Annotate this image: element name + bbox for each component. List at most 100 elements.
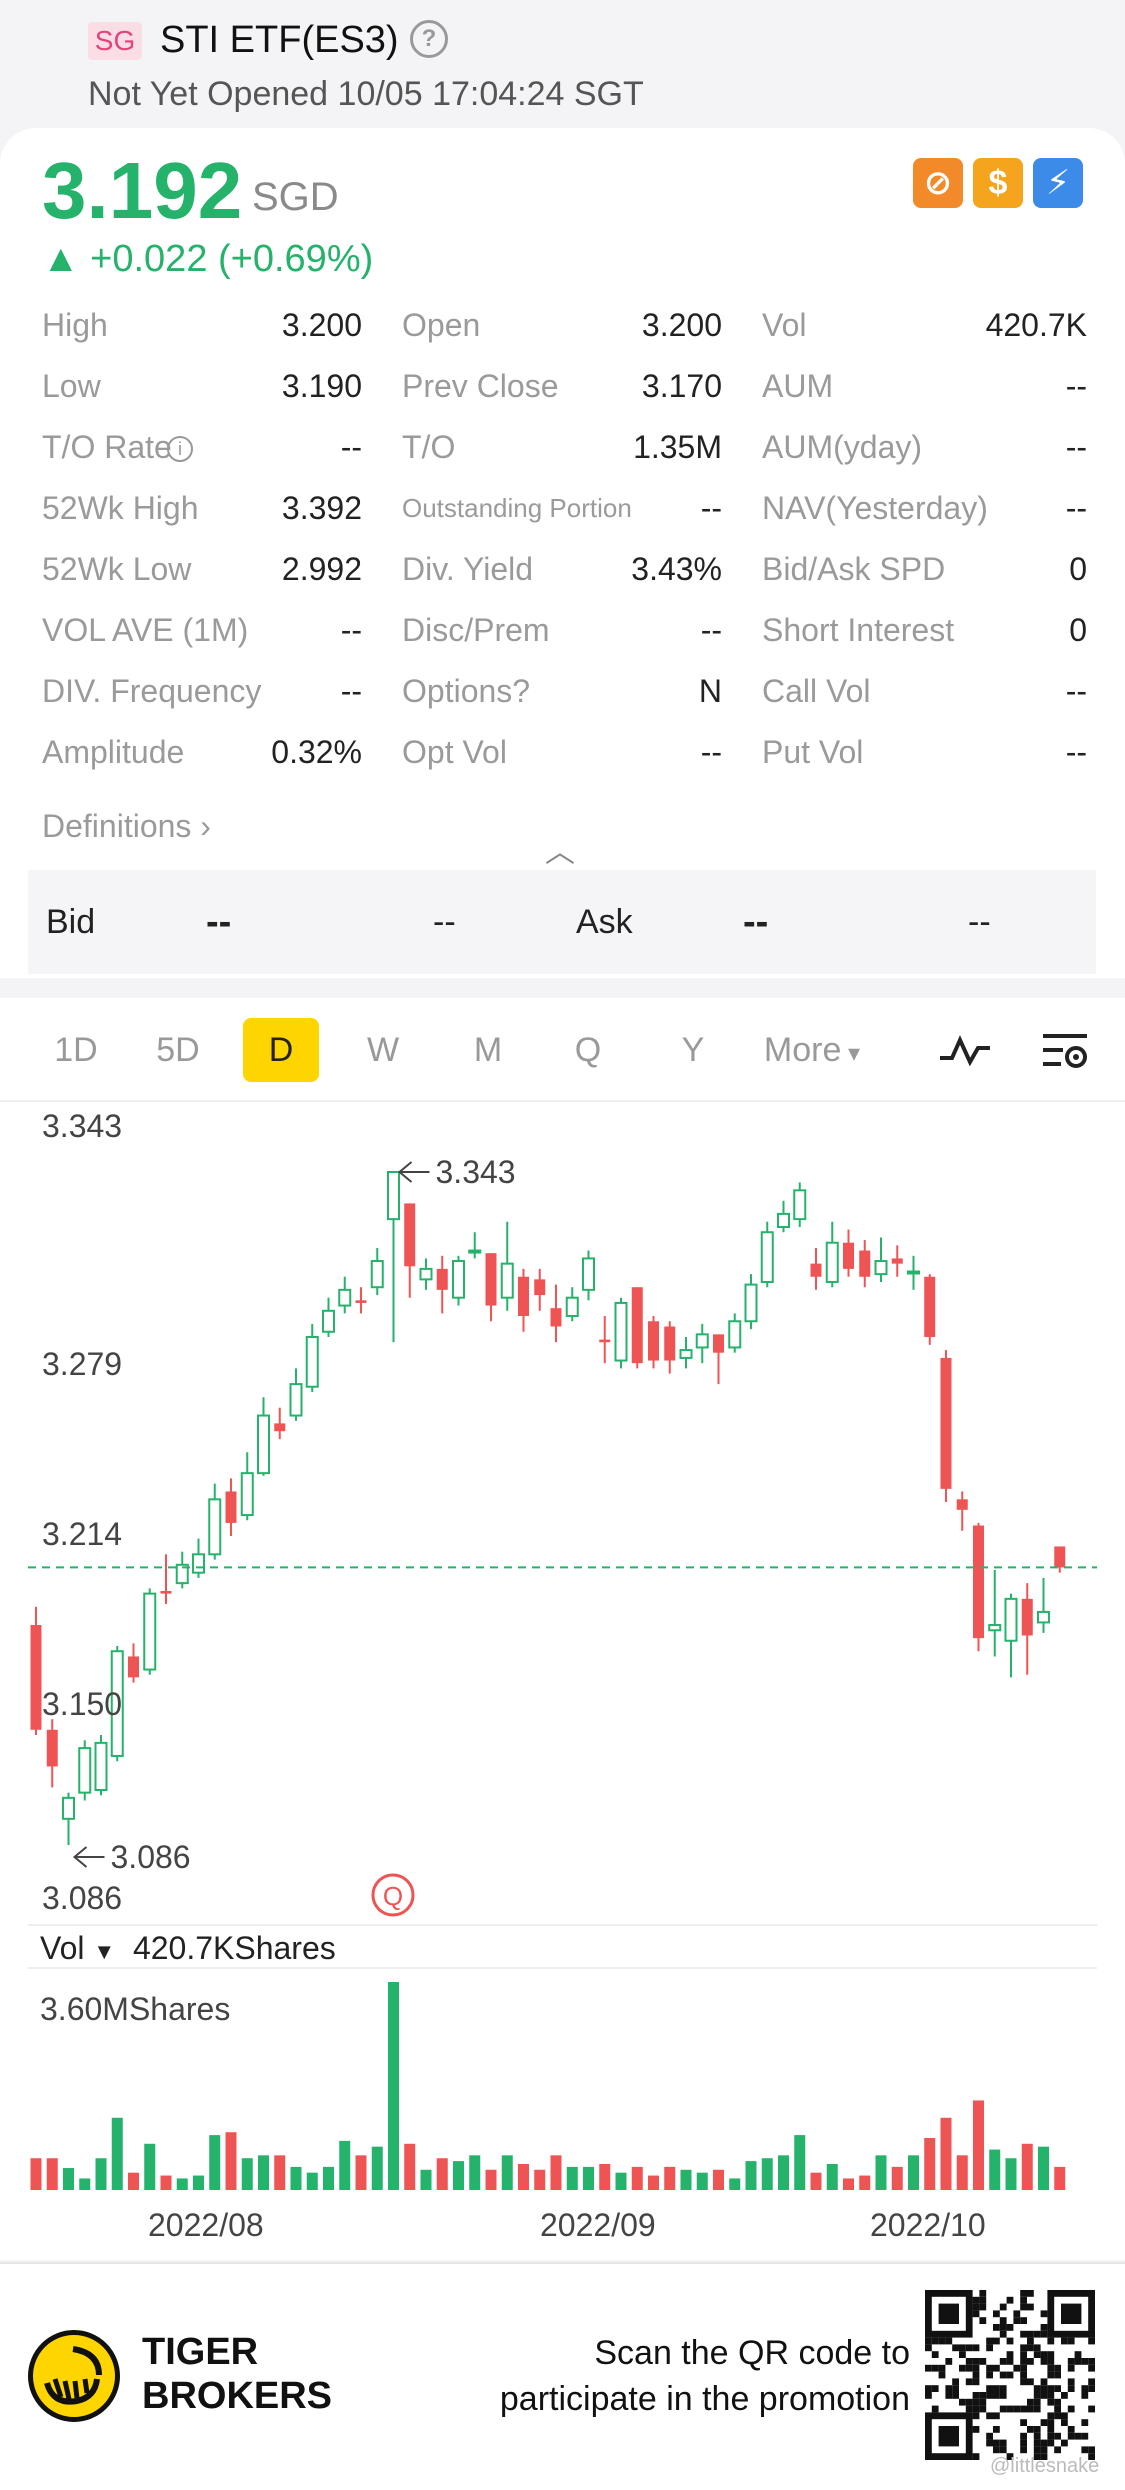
candle (973, 1522, 984, 1652)
volume-bar (209, 2135, 221, 2190)
volume-bar (615, 2172, 627, 2190)
stats-row: VOL AVE (1M) -- Disc/Prem -- Short Interest 0 (42, 607, 1087, 668)
tab-1d[interactable]: 1D (54, 1031, 98, 1069)
candle (1037, 1577, 1050, 1633)
volume-bar (583, 2166, 594, 2190)
tab-5d[interactable]: 5D (156, 1031, 200, 1069)
stat-value: 0 (1069, 551, 1087, 587)
tab-y[interactable]: Y (681, 1031, 705, 1069)
volume-bar (599, 2164, 611, 2190)
event-q-icon[interactable]: Q (371, 1873, 415, 1917)
candle (648, 1316, 659, 1369)
stat-label: Vol (762, 307, 807, 343)
stat-label: DIV. Frequency (42, 673, 262, 709)
tab-w[interactable]: W (366, 1031, 400, 1069)
volume-bar (111, 2117, 123, 2190)
ask-size: -- (968, 903, 991, 941)
stat-label: Disc/Prem (402, 612, 550, 648)
volume-bar (875, 2155, 887, 2190)
volume-bar (778, 2155, 789, 2190)
candle (518, 1268, 529, 1332)
stat-value: -- (340, 673, 362, 709)
candle (468, 1232, 482, 1259)
volume-bar (79, 2178, 91, 2190)
stat-label: Short Interest (762, 612, 955, 648)
volume-bar (648, 2175, 659, 2190)
help-icon[interactable]: ? (410, 20, 448, 58)
ask-label: Ask (576, 903, 633, 941)
candle (485, 1253, 497, 1322)
header (0, 0, 1125, 130)
candle (46, 1719, 58, 1788)
candle (859, 1240, 871, 1288)
caret-down-icon: ▾ (841, 1040, 861, 1067)
stat-label: Div. Yield (402, 551, 534, 587)
stats-row: 52Wk Low 2.992 Div. Yield 3.43% Bid/Ask SPD 0 (42, 546, 1087, 607)
volume-bar (501, 2155, 513, 2190)
candle (1004, 1593, 1018, 1678)
volume-bar (794, 2135, 806, 2190)
volume-bar (680, 2169, 692, 2190)
volume-bar (1054, 2166, 1066, 2190)
volume-bar (339, 2140, 351, 2190)
y-tick-label: 3.214 (42, 1516, 123, 1552)
candle (175, 1551, 189, 1589)
stat-value: N (698, 673, 722, 709)
volume-bar (290, 2166, 302, 2190)
volume-bar (323, 2166, 334, 2190)
bid-label: Bid (46, 903, 96, 941)
volume-bar (550, 2155, 562, 2190)
bid-ask-bar: Bid -- -- Ask -- -- (28, 870, 1096, 974)
candle (695, 1323, 709, 1364)
chart-settings-icon[interactable] (1030, 1018, 1100, 1082)
candle (760, 1221, 774, 1288)
y-tick-label: 3.086 (42, 1880, 123, 1916)
candle (599, 1316, 611, 1364)
stats-row: Low 3.190 Prev Close 3.170 AUM -- (42, 363, 1087, 424)
candle (160, 1554, 172, 1605)
volume-bar (30, 2158, 42, 2190)
volume-selector[interactable]: Vol ▼ 420.7KShares (40, 1930, 336, 1966)
chevron-up-icon[interactable]: ︿ (545, 836, 575, 869)
tab-q[interactable]: Q (574, 1031, 602, 1069)
stat-value: -- (1065, 490, 1087, 526)
lightning-icon[interactable]: ⚡ (1033, 158, 1083, 208)
volume-bar (95, 2158, 107, 2190)
candle (874, 1237, 888, 1282)
stat-label: Amplitude (42, 734, 185, 770)
candle (1054, 1546, 1066, 1573)
definitions-link[interactable]: Definitions › (42, 808, 211, 844)
bid-price: -- (206, 901, 232, 943)
qr-code-icon[interactable] (925, 2290, 1095, 2460)
volume-bar (924, 2138, 936, 2190)
volume-bar (664, 2166, 676, 2190)
candle (956, 1491, 968, 1531)
volume-bar (989, 2149, 1001, 2190)
stat-value: -- (1065, 429, 1087, 465)
stat-value: -- (340, 429, 362, 465)
volume-bar (696, 2172, 708, 2190)
candle (940, 1350, 952, 1502)
candle (1021, 1583, 1033, 1675)
volume-bar (956, 2155, 968, 2190)
info-icon[interactable]: i (167, 436, 193, 462)
volume-bar (729, 2178, 741, 2190)
dollar-icon[interactable]: $ (973, 158, 1023, 208)
tab-d[interactable]: D (243, 1018, 319, 1082)
volume-bar (1005, 2158, 1017, 2190)
candle (436, 1255, 448, 1314)
candle (305, 1323, 319, 1392)
no-short-icon[interactable]: ⊘ (913, 158, 963, 208)
indicator-icon[interactable] (930, 1018, 1000, 1082)
tab-m[interactable]: M (473, 1031, 503, 1069)
stat-label: 52Wk Low (42, 551, 192, 587)
candle (322, 1297, 335, 1337)
candle (631, 1287, 643, 1369)
candlestick-chart[interactable]: 3.343 3.086 Q (0, 1100, 1125, 2260)
volume-bar (436, 2158, 448, 2190)
stock-title: STI ETF(ES3) (160, 19, 399, 61)
stat-label: AUM(yday) (762, 429, 923, 465)
volume-bar (453, 2161, 464, 2190)
volume-bar (420, 2169, 432, 2190)
tab-more[interactable]: More ▾ (763, 1031, 861, 1069)
